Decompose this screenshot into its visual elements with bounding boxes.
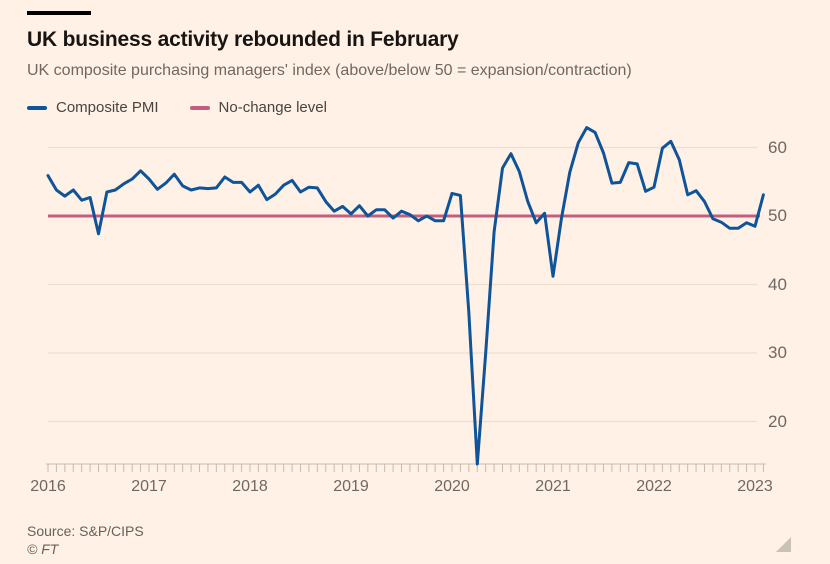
y-axis-label-60: 60 bbox=[768, 137, 787, 157]
y-axis-label-20: 20 bbox=[768, 411, 787, 431]
chart-title: UK business activity rebounded in Februa… bbox=[27, 28, 459, 51]
x-axis-label-2016: 2016 bbox=[30, 478, 66, 495]
legend-item-no-change-level: No-change level bbox=[189, 99, 327, 116]
chart-subtitle: UK composite purchasing managers' index … bbox=[27, 62, 632, 79]
x-axis-label-2020: 2020 bbox=[434, 478, 470, 495]
copyright-note: © FT bbox=[27, 541, 59, 557]
resize-handle-icon[interactable] bbox=[776, 537, 791, 552]
no-change-line-swatch-icon bbox=[189, 105, 210, 110]
legend-label-composite-pmi: Composite PMI bbox=[56, 99, 159, 116]
x-axis-label-2019: 2019 bbox=[333, 478, 369, 495]
title-accent-bar bbox=[27, 11, 91, 15]
x-axis-label-2017: 2017 bbox=[131, 478, 167, 495]
composite-pmi-line-swatch-icon bbox=[27, 105, 47, 110]
x-axis-label-2023: 2023 bbox=[737, 478, 773, 495]
y-axis-label-40: 40 bbox=[768, 274, 787, 294]
y-axis-label-30: 30 bbox=[768, 343, 787, 362]
x-axis-label-2022: 2022 bbox=[636, 478, 672, 495]
legend-item-composite-pmi: Composite PMI bbox=[27, 99, 159, 116]
composite-pmi-line bbox=[46, 126, 765, 466]
legend-label-no-change-level: No-change level bbox=[218, 99, 327, 116]
x-axis-label-2021: 2021 bbox=[535, 478, 571, 495]
legend: Composite PMI No-change level bbox=[27, 99, 327, 116]
y-axis-label-50: 50 bbox=[768, 206, 787, 225]
x-axis-label-2018: 2018 bbox=[232, 478, 268, 495]
source-note: Source: S&P/CIPS bbox=[27, 523, 144, 539]
